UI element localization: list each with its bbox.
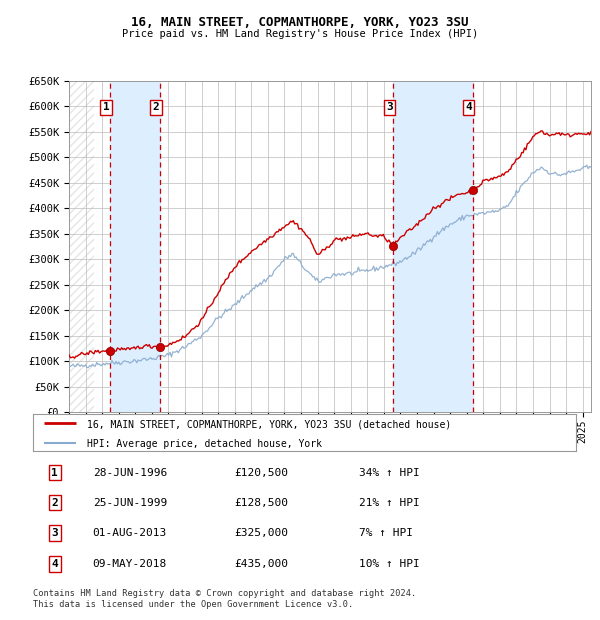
Text: 01-AUG-2013: 01-AUG-2013 — [93, 528, 167, 538]
Text: 25-JUN-1999: 25-JUN-1999 — [93, 498, 167, 508]
Text: £128,500: £128,500 — [234, 498, 288, 508]
Text: 16, MAIN STREET, COPMANTHORPE, YORK, YO23 3SU: 16, MAIN STREET, COPMANTHORPE, YORK, YO2… — [131, 16, 469, 29]
Text: £435,000: £435,000 — [234, 559, 288, 569]
Text: 4: 4 — [52, 559, 58, 569]
Text: 1: 1 — [52, 467, 58, 478]
Text: Price paid vs. HM Land Registry's House Price Index (HPI): Price paid vs. HM Land Registry's House … — [122, 29, 478, 39]
Text: 34% ↑ HPI: 34% ↑ HPI — [359, 467, 419, 478]
Text: 2: 2 — [152, 102, 159, 112]
Bar — [394, 81, 473, 412]
Text: HPI: Average price, detached house, York: HPI: Average price, detached house, York — [88, 440, 322, 450]
Text: 2: 2 — [52, 498, 58, 508]
Text: 10% ↑ HPI: 10% ↑ HPI — [359, 559, 419, 569]
Text: £325,000: £325,000 — [234, 528, 288, 538]
Text: 09-MAY-2018: 09-MAY-2018 — [93, 559, 167, 569]
Text: 21% ↑ HPI: 21% ↑ HPI — [359, 498, 419, 508]
Bar — [69, 81, 94, 412]
Text: 1: 1 — [103, 102, 109, 112]
Text: 28-JUN-1996: 28-JUN-1996 — [93, 467, 167, 478]
Text: 3: 3 — [52, 528, 58, 538]
Bar — [110, 81, 160, 412]
Text: This data is licensed under the Open Government Licence v3.0.: This data is licensed under the Open Gov… — [33, 600, 353, 609]
Text: 7% ↑ HPI: 7% ↑ HPI — [359, 528, 413, 538]
Text: Contains HM Land Registry data © Crown copyright and database right 2024.: Contains HM Land Registry data © Crown c… — [33, 589, 416, 598]
Text: 3: 3 — [386, 102, 393, 112]
Bar — [69, 81, 77, 412]
Text: £120,500: £120,500 — [234, 467, 288, 478]
Text: 4: 4 — [465, 102, 472, 112]
Text: 16, MAIN STREET, COPMANTHORPE, YORK, YO23 3SU (detached house): 16, MAIN STREET, COPMANTHORPE, YORK, YO2… — [88, 420, 452, 430]
